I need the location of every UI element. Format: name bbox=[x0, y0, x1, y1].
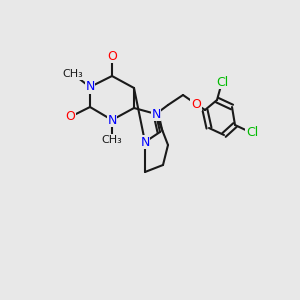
Text: O: O bbox=[191, 98, 201, 110]
Text: Cl: Cl bbox=[246, 127, 258, 140]
Text: N: N bbox=[140, 136, 150, 148]
Text: CH₃: CH₃ bbox=[63, 69, 83, 79]
Text: N: N bbox=[151, 107, 161, 121]
Text: Cl: Cl bbox=[216, 76, 228, 88]
Text: N: N bbox=[107, 113, 117, 127]
Text: O: O bbox=[65, 110, 75, 124]
Text: CH₃: CH₃ bbox=[102, 135, 122, 145]
Text: N: N bbox=[85, 80, 95, 94]
Text: O: O bbox=[107, 50, 117, 62]
